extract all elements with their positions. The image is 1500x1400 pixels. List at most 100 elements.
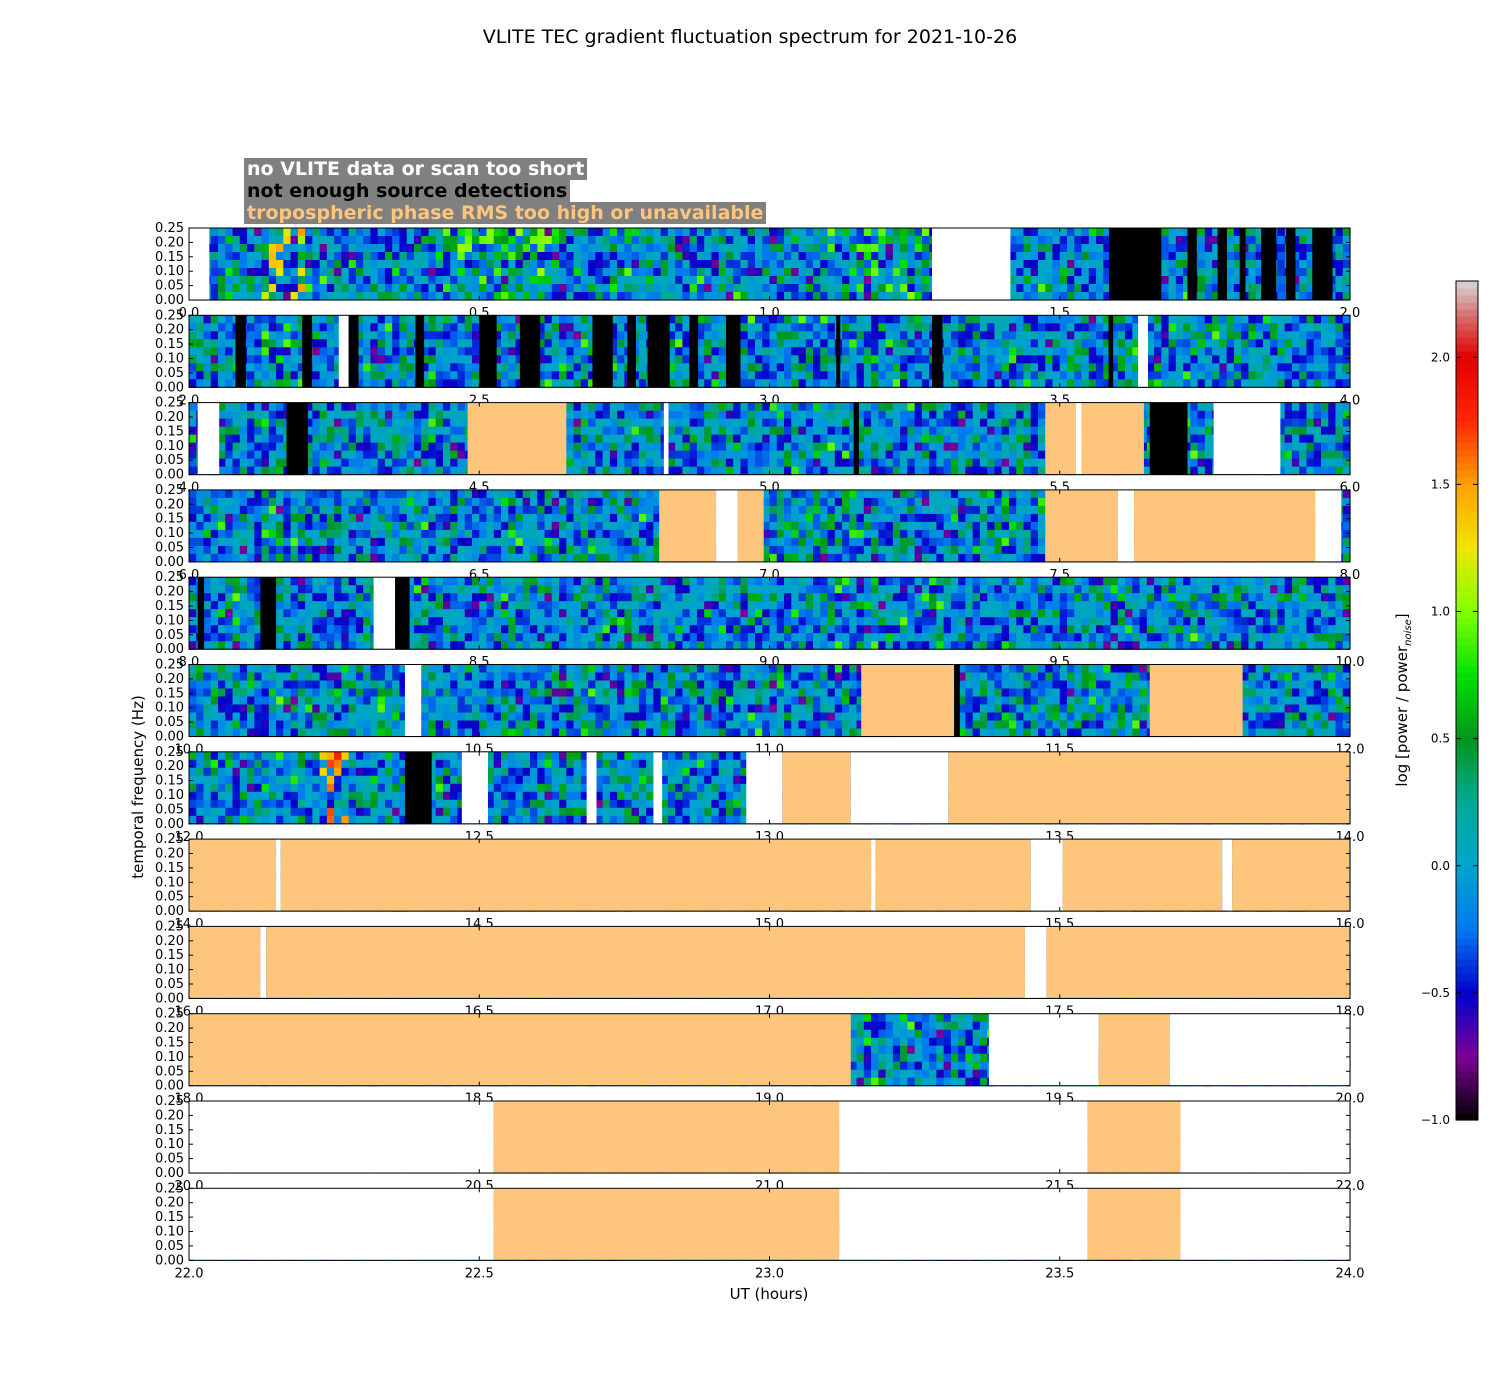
spectrum-cell — [609, 347, 618, 356]
spectrum-cell — [1335, 450, 1344, 460]
spectrum-cell — [1074, 323, 1083, 332]
spectrum-cell — [798, 292, 807, 301]
spectrum-cell — [363, 450, 372, 460]
spectrum-cell — [1008, 355, 1017, 364]
spectrum-cell — [595, 260, 604, 269]
spectrum-cell — [798, 410, 807, 420]
spectrum-cell — [203, 355, 212, 364]
spectrum-cell — [319, 466, 328, 476]
spectrum-cell — [631, 252, 640, 261]
spectrum-cell — [1277, 426, 1286, 436]
spectrum-cell — [501, 355, 509, 364]
spectrum-cell — [675, 402, 684, 412]
spectrum-cell — [689, 252, 698, 261]
spectrum-cell — [319, 489, 328, 499]
spectrum-cell — [907, 402, 916, 412]
spectrum-cell — [704, 347, 713, 356]
spectrum-cell — [987, 371, 996, 380]
spectrum-cell — [675, 276, 684, 285]
spectrum-cell — [1197, 426, 1206, 436]
spectrum-cell — [1255, 371, 1264, 380]
spectrum-cell — [471, 513, 480, 523]
spectrum-cell — [261, 442, 270, 452]
spectrum-cell — [1030, 418, 1039, 428]
spectrum-cell — [1161, 260, 1170, 269]
spectrum-cell — [413, 252, 422, 261]
spectrum-cell — [609, 315, 618, 324]
spectrum-cell — [334, 292, 342, 301]
spectrum-cell — [225, 236, 234, 245]
spectrum-cell — [326, 260, 335, 269]
spectrum-cell — [1226, 355, 1235, 364]
spectrum-cell — [609, 505, 618, 515]
spectrum-cell — [878, 315, 887, 324]
spectrum-cell — [522, 529, 531, 539]
spectrum-cell — [225, 315, 234, 324]
spectrum-cell — [1023, 276, 1032, 285]
spectrum-cell — [392, 434, 401, 444]
spectrum-cell — [1313, 466, 1322, 476]
spectrum-cell — [987, 331, 996, 340]
spectrum-cell — [334, 521, 342, 531]
spectrum-cell — [566, 513, 575, 523]
spectrum-cell — [428, 537, 437, 547]
spectrum-cell — [312, 331, 321, 340]
spectrum-cell — [776, 363, 785, 372]
spectrum-cell — [921, 331, 930, 340]
spectrum-cell — [334, 379, 342, 388]
spectrum-cell — [355, 545, 364, 555]
spectrum-cell — [573, 315, 582, 324]
spectrum-cell — [428, 347, 437, 356]
spectrum-cell — [471, 505, 480, 515]
spectrum-cell — [442, 442, 451, 452]
spectrum-cell — [885, 466, 894, 476]
spectrum-cell — [450, 434, 459, 444]
spectrum-cell — [544, 331, 553, 340]
spectrum-cell — [406, 497, 415, 507]
spectrum-cell — [994, 315, 1003, 324]
spectrum-cell — [958, 450, 967, 460]
y-tick-label: 0.25 — [155, 221, 184, 236]
spectrum-cell — [559, 347, 567, 356]
spectrum-cell — [508, 379, 517, 388]
spectrum-cell — [885, 410, 894, 420]
spectrum-cell — [297, 371, 306, 380]
spectrum-cell — [820, 284, 829, 293]
spectrum-cell — [588, 363, 596, 372]
spectrum-cell — [588, 513, 596, 523]
spectrum-cell — [406, 545, 415, 555]
spectrum-cell — [798, 347, 807, 356]
spectrum-cell — [1219, 339, 1228, 348]
spectrum-cell — [1001, 434, 1010, 444]
spectrum-cell — [305, 521, 313, 531]
spectrum-cell — [907, 410, 916, 420]
spectrum-cell — [595, 410, 604, 420]
spectrum-cell — [442, 284, 451, 293]
spectrum-cell — [1277, 236, 1286, 245]
spectrum-cell — [232, 252, 241, 261]
spectrum-cell — [791, 244, 800, 253]
spectrum-cell — [1067, 284, 1075, 293]
spectrum-cell — [1233, 363, 1242, 372]
spectrum-cell — [566, 553, 575, 563]
spectrum-cell — [1255, 363, 1264, 372]
spectrum-cell — [638, 236, 647, 245]
spectrum-cell — [559, 284, 567, 293]
spectrum-cell — [617, 355, 625, 364]
spectrum-cell — [1277, 450, 1286, 460]
spectrum-cell — [1335, 355, 1344, 364]
spectrum-cell — [943, 379, 952, 388]
spectrum-cell — [218, 292, 226, 301]
spectrum-cell — [588, 521, 596, 531]
spectrum-cell — [646, 410, 654, 420]
spectrum-cell — [515, 371, 524, 380]
spectrum-cell — [784, 323, 792, 332]
spectrum-cell — [1219, 315, 1228, 324]
spectrum-cell — [921, 355, 930, 364]
spectrum-cell — [682, 442, 691, 452]
spectrum-cell — [609, 450, 618, 460]
spectrum-cell — [1335, 323, 1344, 332]
spectrum-cell — [987, 466, 996, 476]
spectrum-cell — [1226, 252, 1235, 261]
spectrum-cell — [856, 292, 865, 301]
